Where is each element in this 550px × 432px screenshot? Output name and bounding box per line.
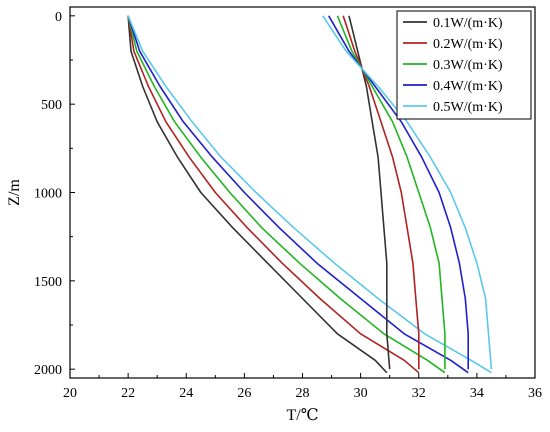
x-tick-label: 20 xyxy=(63,386,77,401)
x-tick-label: 34 xyxy=(470,386,484,401)
axes-layer: 20 22 24 26 28 30 32 34 36 0 500 1000 1500 2000 xyxy=(34,10,542,401)
x-tick-label: 28 xyxy=(296,386,310,401)
y-tick-label: 1500 xyxy=(34,275,62,290)
y-tick-label: 2000 xyxy=(34,363,62,378)
legend-label: 0.3W/(m·K) xyxy=(433,58,503,73)
x-tick-label: 36 xyxy=(528,386,542,401)
series-line-upper-1 xyxy=(348,15,391,370)
series-line-lower-3 xyxy=(127,15,446,374)
series-line-lower-2 xyxy=(127,15,420,374)
series-line-upper-3 xyxy=(336,15,446,370)
y-tick-label: 1000 xyxy=(34,187,62,202)
legend-box xyxy=(396,10,532,120)
legend-label: 0.4W/(m·K) xyxy=(433,79,503,94)
legend-label: 0.5W/(m·K) xyxy=(433,100,503,115)
x-tick-label: 32 xyxy=(412,386,426,401)
legend-label: 0.1W/(m·K) xyxy=(433,16,503,31)
x-tick-label: 26 xyxy=(237,386,251,401)
series-line-upper-2 xyxy=(342,15,420,370)
series-layer xyxy=(127,15,493,374)
series-line-lower-5 xyxy=(127,15,492,374)
x-axis-title: T/℃ xyxy=(286,407,318,424)
legend-label: 0.2W/(m·K) xyxy=(433,37,503,52)
x-tick-label: 30 xyxy=(354,386,368,401)
y-tick-label: 500 xyxy=(41,98,62,113)
legend: 0.1W/(m·K) 0.2W/(m·K) 0.3W/(m·K) 0.4W/(m·K)… xyxy=(396,10,532,120)
x-tick-label: 24 xyxy=(179,386,193,401)
y-tick-label: 0 xyxy=(55,10,62,25)
y-axis-title: Z/m xyxy=(6,179,23,206)
series-line-upper-5 xyxy=(322,15,493,370)
series-line-lower-1 xyxy=(127,15,388,374)
series-line-lower-4 xyxy=(127,15,469,374)
x-tick-label: 22 xyxy=(121,386,135,401)
